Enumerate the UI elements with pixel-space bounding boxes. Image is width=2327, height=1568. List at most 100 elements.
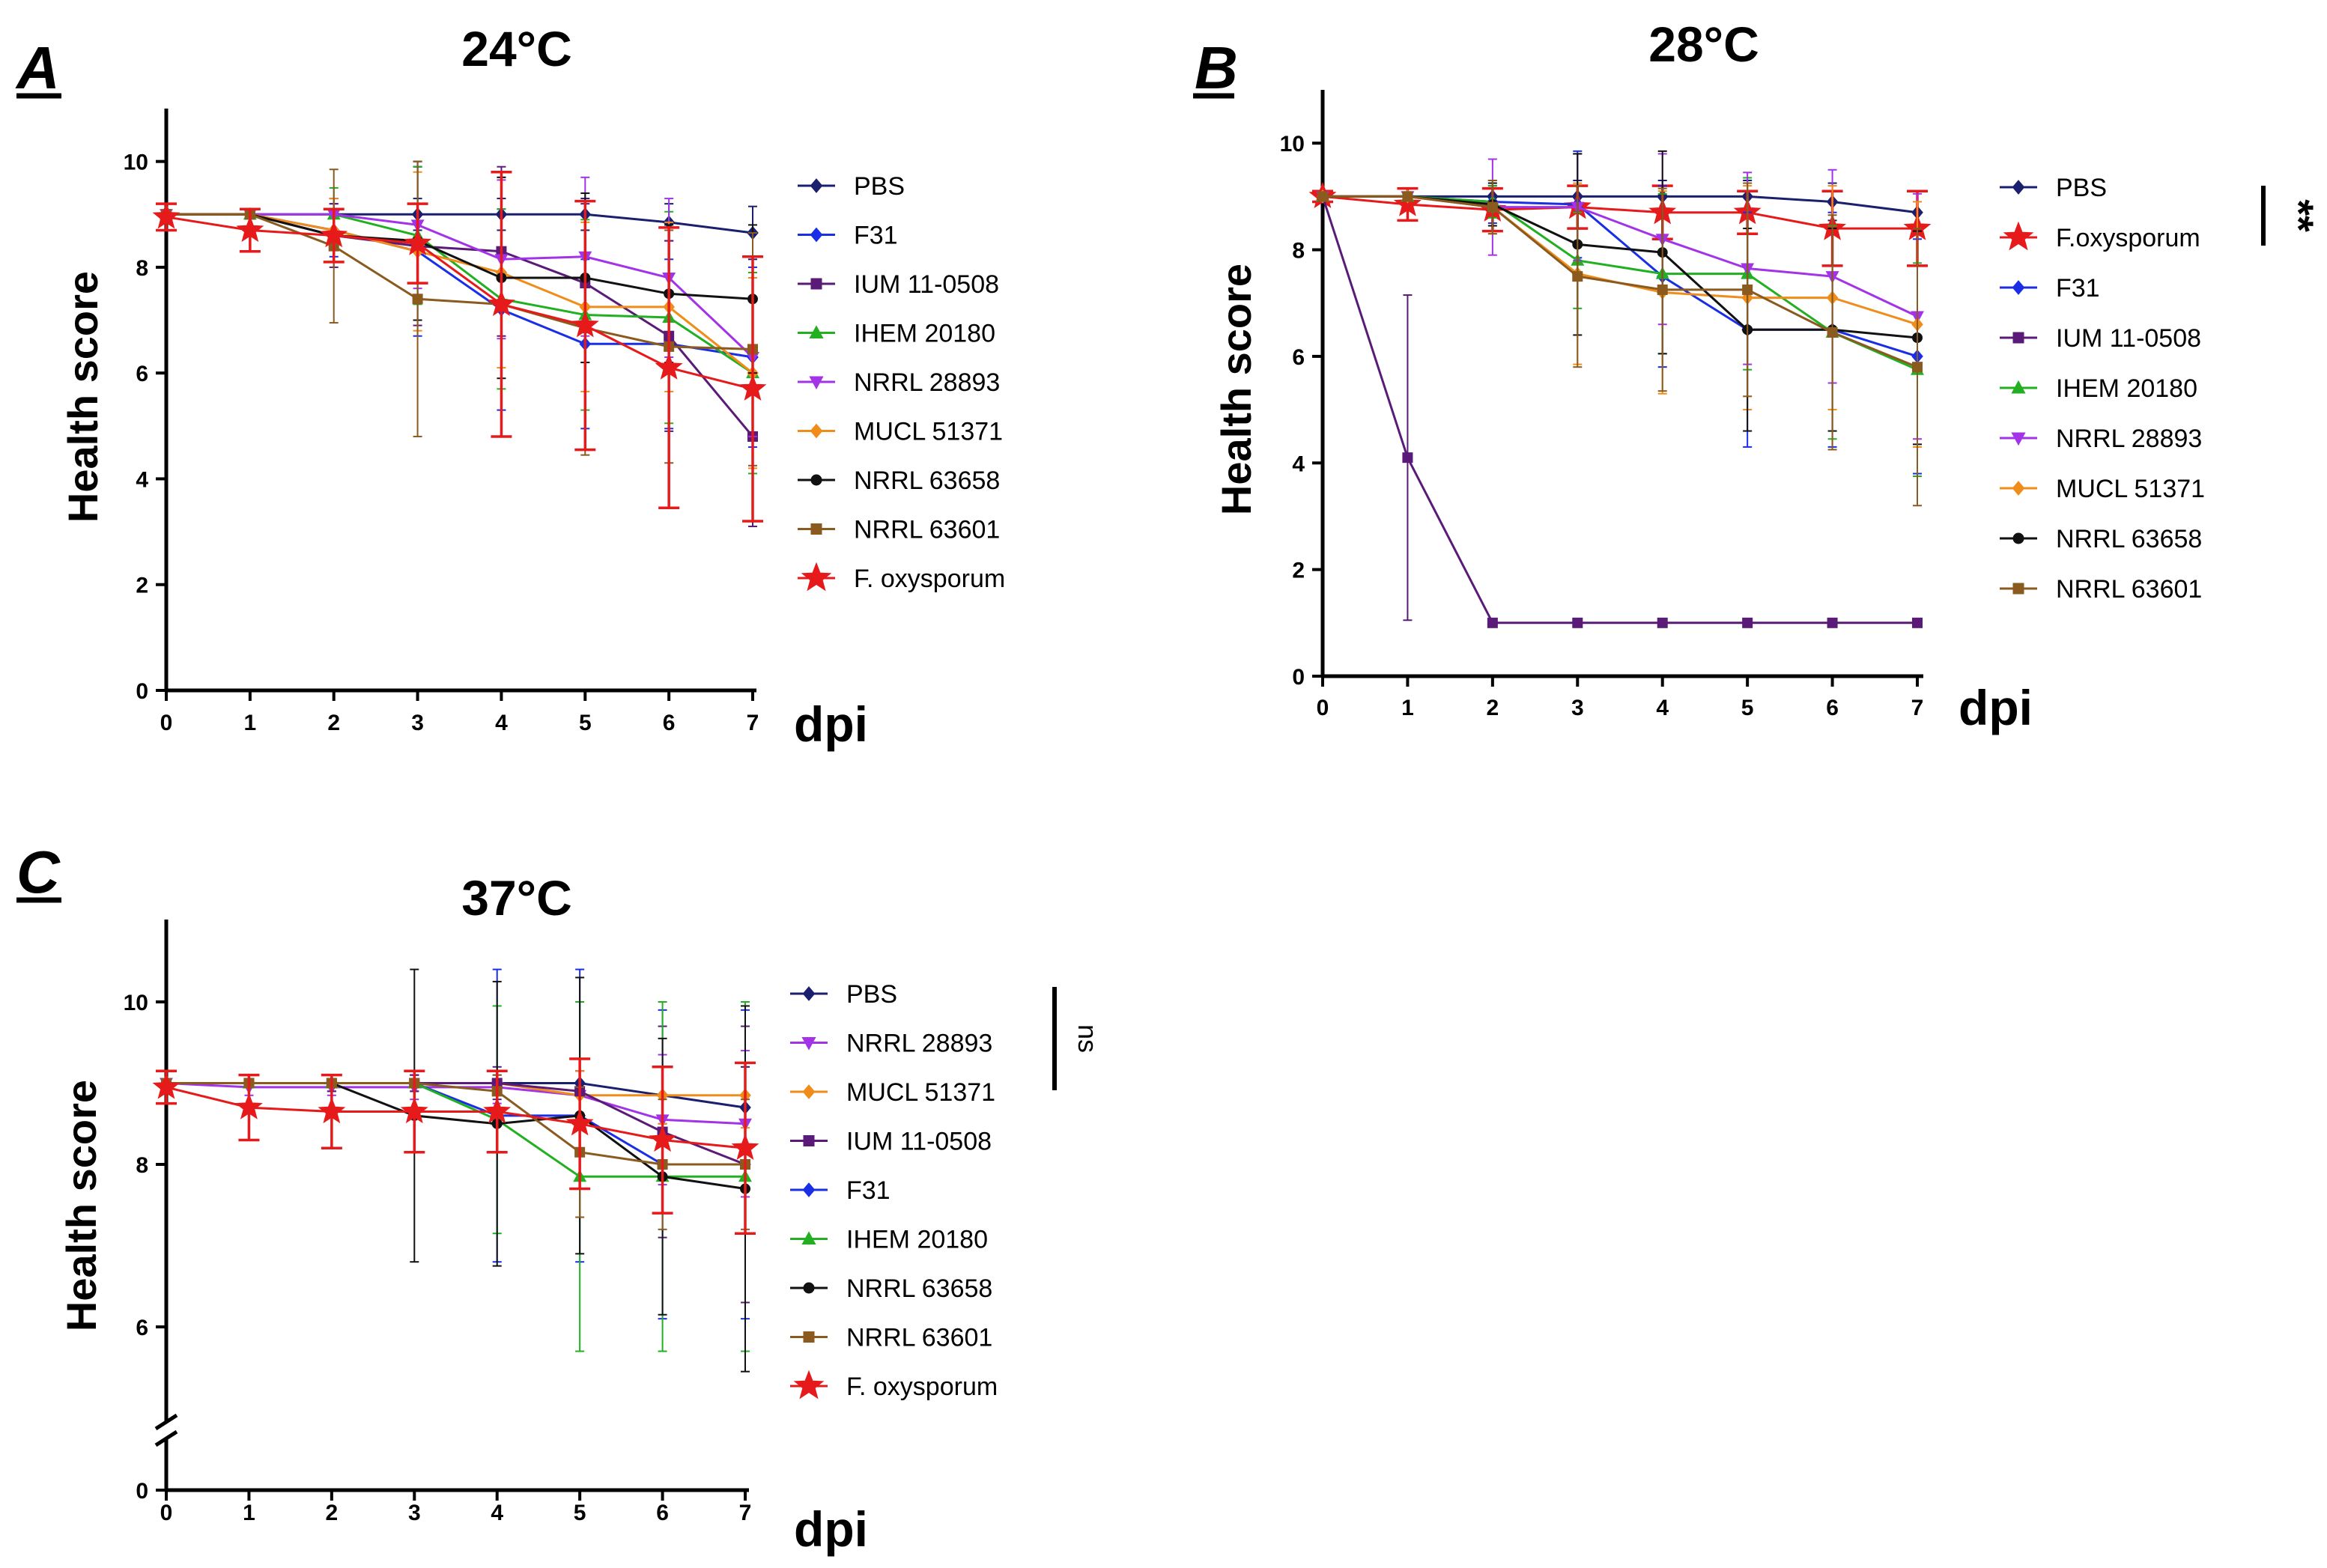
- x-tick-label: 4: [491, 1501, 503, 1525]
- data-point: [1487, 201, 1498, 213]
- panel-b-legend: PBS F.oxysporum F31 IUM 11-0508 IHEM 20180 NR…: [2000, 174, 2205, 604]
- data-point: [1912, 362, 1923, 373]
- y-tick-label: 6: [1292, 345, 1305, 370]
- panel-b-label: B: [1195, 34, 1238, 101]
- legend-entry-nrrl-63658: NRRL 63658: [798, 467, 1000, 495]
- legend-marker: [809, 376, 824, 390]
- legend-entry-ihem-20180: IHEM 20180: [2000, 374, 2197, 403]
- y-tick-label: 4: [1292, 452, 1305, 476]
- legend-label: NRRL 28893: [2056, 425, 2202, 453]
- legend-marker: [810, 523, 822, 535]
- legend-label: F31: [2056, 274, 2100, 303]
- legend-marker: [2011, 432, 2026, 446]
- legend-marker: [801, 562, 832, 592]
- legend-label: PBS: [2056, 174, 2107, 202]
- data-point: [404, 228, 432, 255]
- data-point: [412, 294, 423, 305]
- panel-b-significance: **: [2275, 199, 2323, 232]
- legend-marker: [810, 227, 823, 243]
- x-tick-label: 3: [408, 1501, 421, 1525]
- legend-label: PBS: [846, 980, 897, 1009]
- y-tick-label: 4: [136, 467, 148, 492]
- x-tick-label: 1: [244, 711, 257, 735]
- legend-marker: [810, 178, 823, 193]
- legend-entry-f31: F31: [2000, 274, 2100, 303]
- data-point: [1657, 284, 1668, 295]
- data-point: [320, 221, 348, 248]
- y-tick-label: 8: [136, 256, 148, 281]
- panel-a-xlabel: dpi: [794, 696, 868, 752]
- legend-marker: [802, 1084, 816, 1099]
- x-tick-label: 1: [243, 1501, 255, 1525]
- legend-entry-ihem-20180: IHEM 20180: [798, 320, 995, 348]
- legend-label: F31: [854, 222, 898, 250]
- panel-c-xlabel: dpi: [794, 1501, 868, 1557]
- x-tick-label: 2: [327, 711, 340, 735]
- x-tick-label: 5: [574, 1501, 586, 1525]
- legend-marker: [809, 325, 824, 338]
- data-point: [152, 1072, 180, 1099]
- legend-label: NRRL 63601: [2056, 575, 2202, 604]
- panel-a-title: 24°C: [461, 21, 571, 76]
- data-point: [738, 374, 767, 401]
- legend-marker: [810, 278, 822, 290]
- data-point: [1912, 617, 1923, 628]
- data-point: [1572, 617, 1583, 628]
- legend-label: MUCL 51371: [846, 1078, 995, 1107]
- data-point: [1487, 617, 1498, 628]
- legend-marker: [810, 474, 822, 486]
- legend-entry-mucl-51371: MUCL 51371: [798, 418, 1003, 446]
- legend-label: IUM 11-0508: [2056, 324, 2201, 353]
- y-tick-label: 2: [136, 574, 148, 598]
- data-point: [1827, 326, 1838, 338]
- legend-entry-ium-11-0508: IUM 11-0508: [790, 1128, 992, 1156]
- legend-label: NRRL 63658: [854, 467, 1000, 495]
- x-tick-label: 2: [1487, 696, 1499, 720]
- legend-label: IHEM 20180: [854, 320, 995, 348]
- legend-marker: [2012, 280, 2025, 295]
- legend-entry-nrrl-28893: NRRL 28893: [798, 368, 1000, 397]
- legend-marker: [802, 1182, 816, 1197]
- legend-entry-f31: F31: [798, 222, 898, 250]
- series-line: [1323, 195, 1918, 368]
- y-tick-label: 0: [1292, 665, 1305, 690]
- series-ium-11-0508: [1317, 191, 1923, 628]
- legend-entry-nrrl-28893: NRRL 28893: [790, 1030, 992, 1058]
- x-tick-label: 6: [656, 1501, 669, 1525]
- x-tick-label: 4: [495, 711, 508, 735]
- data-point: [1402, 191, 1413, 202]
- data-point: [152, 202, 180, 229]
- data-point: [1742, 284, 1753, 295]
- legend-entry-mucl-51371: MUCL 51371: [2000, 475, 2205, 503]
- legend-entry-nrrl-63601: NRRL 63601: [2000, 575, 2202, 604]
- x-tick-label: 4: [1656, 696, 1669, 720]
- series-line: [166, 216, 753, 390]
- panel-c-title: 37°C: [461, 870, 571, 926]
- data-point: [1402, 452, 1413, 464]
- data-point: [1317, 191, 1328, 202]
- legend-marker: [803, 1135, 815, 1146]
- y-tick-label: 6: [136, 362, 148, 386]
- x-tick-label: 0: [1317, 696, 1329, 720]
- legend-label: NRRL 63658: [2056, 525, 2202, 553]
- legend-label: IHEM 20180: [846, 1226, 988, 1254]
- x-tick-label: 0: [160, 711, 173, 735]
- y-tick-label: 10: [124, 991, 148, 1015]
- legend-entry-nrrl-63601: NRRL 63601: [790, 1324, 992, 1352]
- series-f-oxysporum: [152, 1057, 759, 1235]
- legend-marker: [2012, 532, 2024, 544]
- panel-b-ylabel: Health score: [1213, 264, 1260, 515]
- legend-label: NRRL 28893: [846, 1030, 992, 1058]
- legend-label: F31: [846, 1176, 891, 1205]
- data-point: [1657, 617, 1668, 628]
- legend-marker: [801, 1231, 816, 1245]
- x-tick-label: 1: [1401, 696, 1414, 720]
- panel-a-legend: PBS F31 IUM 11-0508 IHEM 20180 NRRL 28893 MUC…: [798, 172, 1005, 593]
- legend-entry-f-oxysporum: F. oxysporum: [790, 1370, 998, 1401]
- x-tick-label: 7: [1911, 696, 1924, 720]
- panel-c: C 37°C Health score dpi 0 1 2 3 4 5 6 7 0 6 8 10 PB…: [16, 839, 1103, 1557]
- y-tick-label: 10: [1280, 132, 1305, 157]
- x-tick-label: 3: [1571, 696, 1584, 720]
- legend-entry-f31: F31: [790, 1176, 891, 1205]
